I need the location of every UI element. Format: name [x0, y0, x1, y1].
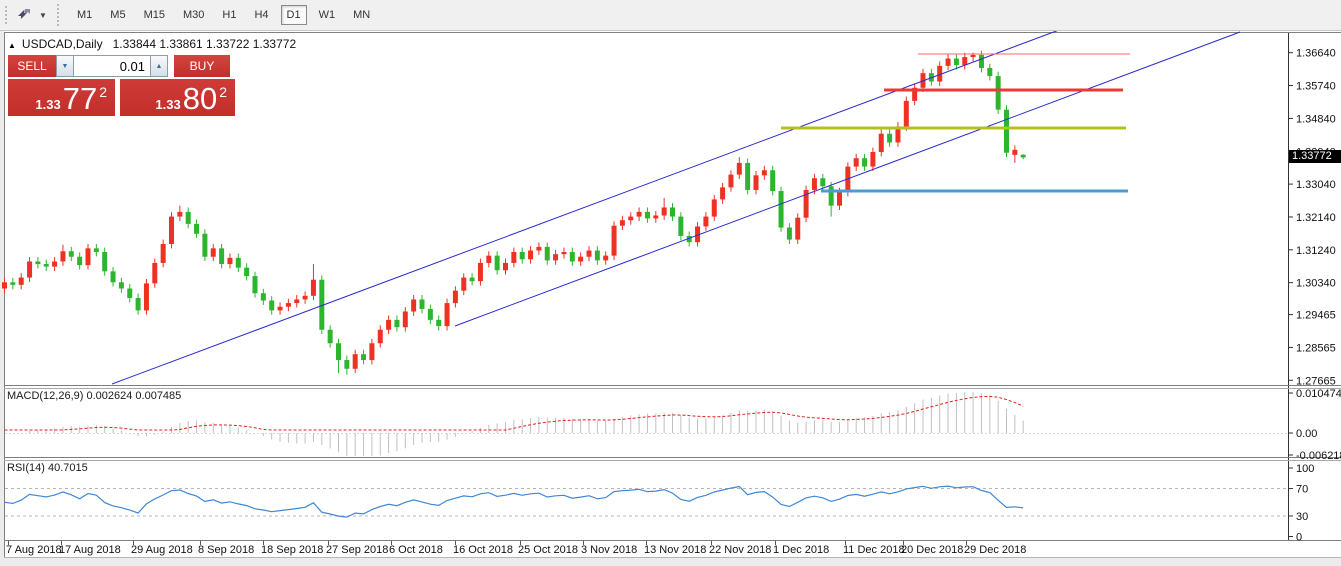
tf-button-M1[interactable]: M1 — [71, 5, 98, 25]
date-axis[interactable]: 7 Aug 201817 Aug 2018 29 Aug 2018 8 Sep 20… — [6, 541, 1026, 556]
svg-text:70: 70 — [1296, 484, 1308, 496]
symbol-label: USDCAD,Daily — [21, 37, 103, 51]
svg-text:1.30340: 1.30340 — [1296, 278, 1336, 290]
svg-text:30: 30 — [1296, 511, 1308, 523]
svg-text:1.35740: 1.35740 — [1296, 81, 1336, 93]
buy-price-box[interactable]: 1.33 80 2 — [120, 79, 235, 116]
chart-title: ▲ USDCAD,Daily 1.33844 1.33861 1.33722 1… — [8, 37, 296, 51]
buy-price-pipette: 2 — [219, 84, 227, 100]
tf-button-W1[interactable]: W1 — [313, 5, 342, 25]
buy-price-big: 80 — [182, 81, 218, 116]
one-click-trade-panel: SELL ▼ ▲ BUY 1.33 77 2 1.33 80 2 — [8, 55, 236, 116]
svg-text:13 Nov 2018: 13 Nov 2018 — [644, 544, 706, 556]
svg-text:1.36640: 1.36640 — [1296, 48, 1336, 60]
tf-button-M30[interactable]: M30 — [177, 5, 210, 25]
svg-text:1.31240: 1.31240 — [1296, 245, 1336, 257]
svg-text:1.27665: 1.27665 — [1296, 375, 1336, 387]
svg-text:7 Aug 2018: 7 Aug 2018 — [6, 544, 62, 556]
macd-label: MACD(12,26,9) 0.002624 0.007485 — [7, 390, 182, 402]
svg-text:1 Dec 2018: 1 Dec 2018 — [773, 544, 829, 556]
toolbar-grip[interactable] — [4, 5, 8, 25]
drawn-objects[interactable] — [111, 29, 1241, 385]
volume-input[interactable] — [74, 55, 150, 77]
svg-text:0.010474: 0.010474 — [1296, 388, 1341, 400]
tf-button-H4[interactable]: H4 — [248, 5, 274, 25]
volume-up-button[interactable]: ▲ — [150, 55, 168, 77]
svg-text:18 Sep 2018: 18 Sep 2018 — [261, 544, 323, 556]
svg-text:1.28565: 1.28565 — [1296, 342, 1336, 354]
svg-text:100: 100 — [1296, 463, 1314, 475]
tf-button-M15[interactable]: M15 — [138, 5, 171, 25]
tf-button-MN[interactable]: MN — [347, 5, 376, 25]
macd-axis: 0.010474 0.00 -0.006218 — [1288, 388, 1341, 462]
ohlc-values: 1.33844 1.33861 1.33722 1.33772 — [112, 37, 297, 51]
svg-text:11 Dec 2018: 11 Dec 2018 — [843, 544, 905, 556]
svg-text:0: 0 — [1296, 532, 1302, 544]
timeframe-buttons: M1 M5 M15 M30 H1 H4 D1 W1 MN — [68, 5, 379, 25]
macd-panel — [4, 392, 1288, 456]
toolbar: ▼ M1 M5 M15 M30 H1 H4 D1 W1 MN — [0, 0, 1341, 31]
sell-button[interactable]: SELL — [8, 55, 56, 77]
chart-window-background — [0, 31, 1341, 566]
quick-trade-dropdown-caret[interactable]: ▼ — [36, 4, 50, 26]
svg-text:1.34840: 1.34840 — [1296, 113, 1336, 125]
svg-text:-0.006218: -0.006218 — [1296, 450, 1341, 462]
svg-text:16 Oct 2018: 16 Oct 2018 — [453, 544, 513, 556]
candles-layer — [2, 50, 1026, 375]
svg-text:1.29465: 1.29465 — [1296, 310, 1336, 322]
svg-text:20 Dec 2018: 20 Dec 2018 — [901, 544, 963, 556]
svg-text:0.00: 0.00 — [1296, 428, 1317, 440]
tf-button-H1[interactable]: H1 — [216, 5, 242, 25]
svg-text:29 Dec 2018: 29 Dec 2018 — [964, 544, 1026, 556]
rsi-axis: 100 70 30 0 — [1288, 463, 1314, 544]
sell-price-pipette: 2 — [99, 84, 107, 100]
volume-down-button[interactable]: ▼ — [56, 55, 74, 77]
quick-trade-icon — [15, 6, 33, 25]
rsi-label: RSI(14) 40.7015 — [7, 462, 88, 474]
svg-text:22 Nov 2018: 22 Nov 2018 — [709, 544, 771, 556]
svg-text:1.33040: 1.33040 — [1296, 179, 1336, 191]
svg-text:1.32140: 1.32140 — [1296, 212, 1336, 224]
buy-price-prefix: 1.33 — [155, 97, 181, 112]
price-axis-area[interactable] — [1289, 33, 1341, 540]
collapse-triangle-icon[interactable]: ▲ — [8, 41, 16, 50]
quick-trade-button[interactable] — [12, 4, 36, 26]
sell-price-big: 77 — [62, 81, 98, 116]
svg-text:17 Aug 2018: 17 Aug 2018 — [59, 544, 121, 556]
current-price-tag: 1.33772 — [1289, 150, 1341, 163]
svg-text:27 Sep 2018: 27 Sep 2018 — [326, 544, 388, 556]
toolbar-grip-2[interactable] — [56, 3, 60, 27]
svg-text:6 Oct 2018: 6 Oct 2018 — [389, 544, 443, 556]
sell-price-prefix: 1.33 — [35, 97, 61, 112]
svg-text:8 Sep 2018: 8 Sep 2018 — [198, 544, 254, 556]
rsi-panel — [4, 485, 1288, 518]
svg-text:29 Aug 2018: 29 Aug 2018 — [131, 544, 193, 556]
channel-lower[interactable] — [454, 31, 1241, 327]
sell-price-box[interactable]: 1.33 77 2 — [8, 79, 115, 116]
date-axis-area[interactable] — [5, 541, 1288, 557]
tf-button-D1[interactable]: D1 — [280, 5, 307, 25]
tf-button-M5[interactable]: M5 — [104, 5, 131, 25]
buy-button[interactable]: BUY — [174, 55, 230, 77]
svg-text:3 Nov 2018: 3 Nov 2018 — [581, 544, 637, 556]
svg-text:25 Oct 2018: 25 Oct 2018 — [518, 544, 578, 556]
